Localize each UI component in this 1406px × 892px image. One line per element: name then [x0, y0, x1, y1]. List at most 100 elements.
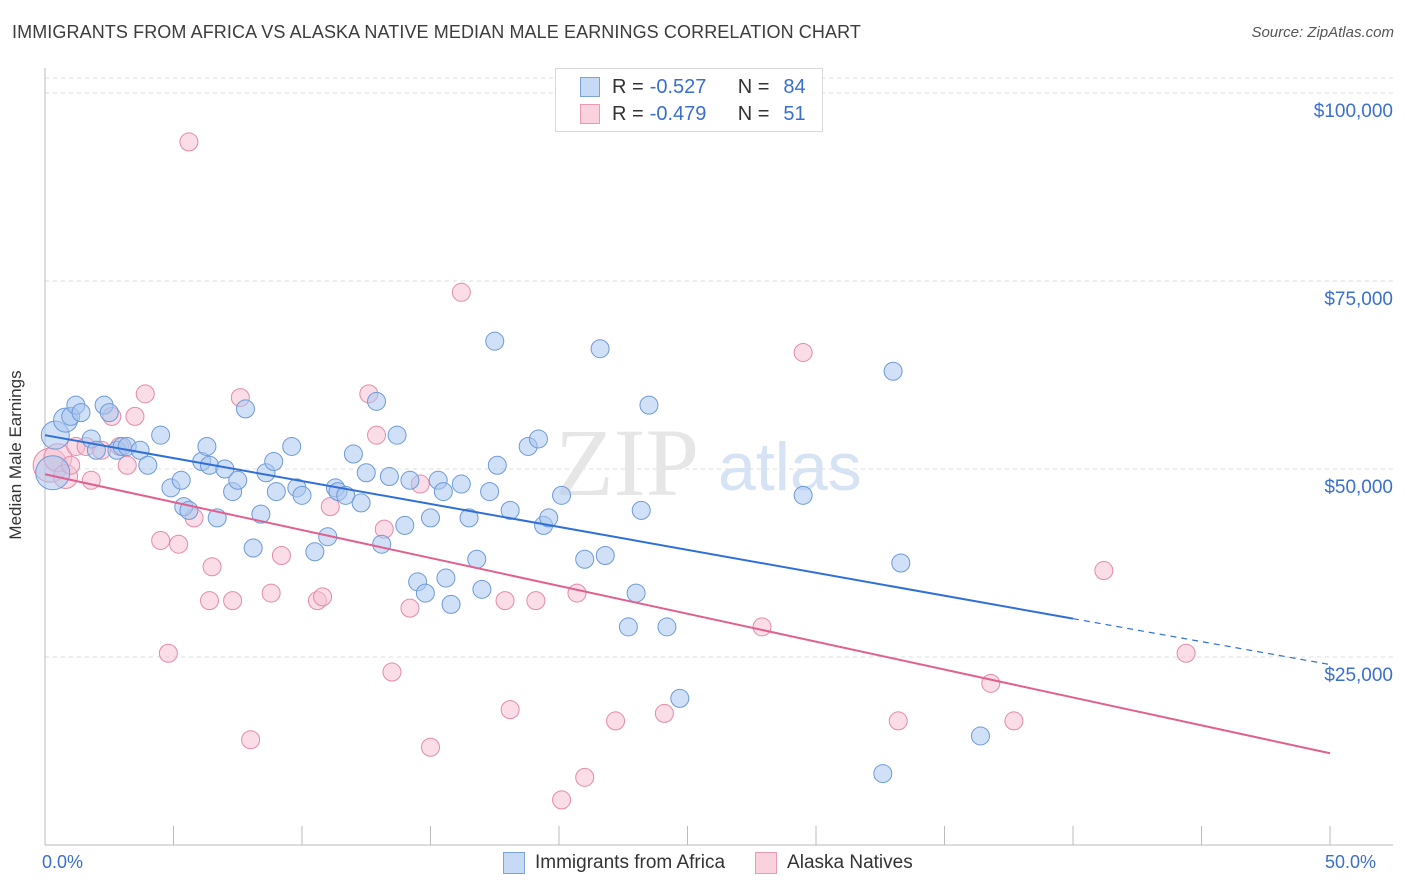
data-point [35, 455, 71, 491]
data-point [320, 497, 340, 517]
data-point [305, 542, 325, 562]
data-point [261, 583, 281, 603]
data-point [135, 384, 155, 404]
data-point [433, 482, 453, 502]
legend-swatch-pink [580, 104, 600, 124]
data-point [752, 617, 772, 637]
chart-title: IMMIGRANTS FROM AFRICA VS ALASKA NATIVE … [12, 22, 861, 42]
data-point [526, 591, 546, 611]
data-point [151, 530, 171, 550]
trend-line-africa [44, 434, 1074, 620]
data-point [657, 617, 677, 637]
y-tick-labels: $25,000 $50,000 $75,000 $100,000 [1314, 101, 1393, 686]
correlation-legend: R = -0.527 N = 84 R = -0.479 N = 51 [555, 68, 823, 132]
data-point [793, 485, 813, 505]
data-point [487, 455, 507, 475]
legend-row-africa: R = -0.527 N = 84 [580, 75, 806, 99]
data-point [367, 425, 387, 445]
legend-r-value: -0.479 [649, 102, 707, 125]
data-point [199, 591, 219, 611]
data-point [251, 504, 271, 524]
data-point [590, 339, 610, 359]
data-point [472, 579, 492, 599]
data-point [202, 557, 222, 577]
y-axis-title-wrap: Median Male Earnings [6, 370, 26, 539]
data-point [500, 700, 520, 720]
data-point [125, 406, 145, 426]
trend-lines [44, 434, 1331, 755]
legend-r-value: -0.527 [649, 75, 707, 98]
data-point [421, 737, 440, 757]
data-point [1094, 561, 1114, 581]
data-point [480, 482, 500, 502]
data-point [626, 583, 646, 603]
legend-swatch-blue [503, 852, 525, 874]
data-point [793, 342, 813, 362]
data-point [459, 508, 479, 528]
data-point [500, 500, 520, 520]
data-point [395, 515, 415, 535]
data-point [336, 485, 356, 505]
data-point [71, 403, 91, 423]
data-point [552, 485, 572, 505]
data-point [1176, 643, 1196, 663]
data-point [271, 545, 291, 565]
x-tick-label-min: 0.0% [42, 852, 84, 872]
y-tick-label: $75,000 [1324, 289, 1393, 310]
data-point [169, 534, 189, 554]
data-point [606, 711, 626, 731]
legend-label-alaska: Alaska Natives [787, 852, 913, 873]
series-legend: Immigrants from Africa Alaska Natives [503, 852, 943, 874]
data-point [343, 444, 363, 464]
legend-item-africa[interactable]: Immigrants from Africa [503, 852, 725, 874]
data-point [179, 132, 199, 152]
data-point [981, 673, 1001, 693]
data-point [421, 508, 440, 528]
data-point [379, 467, 399, 487]
data-point [575, 549, 595, 569]
y-tick-label: $50,000 [1324, 477, 1393, 498]
data-point [539, 508, 559, 528]
legend-label-africa: Immigrants from Africa [535, 852, 726, 873]
data-point [197, 436, 217, 456]
data-point [639, 395, 659, 415]
data-point [441, 594, 461, 614]
legend-n-label: N = [737, 75, 770, 98]
data-point [415, 583, 435, 603]
legend-row-alaska: R = -0.479 N = 51 [580, 102, 806, 126]
x-tick-label-max: 50.0% [1325, 852, 1377, 872]
data-point [223, 591, 243, 611]
data-point [387, 425, 407, 445]
data-point [451, 474, 471, 494]
data-point [670, 688, 690, 708]
legend-n-label: N = [737, 102, 770, 125]
data-point [883, 361, 903, 381]
grid-lines [45, 77, 1393, 658]
legend-item-alaska[interactable]: Alaska Natives [755, 852, 913, 874]
data-point [436, 568, 456, 588]
trend-line-alaska [44, 473, 1331, 755]
legend-r-label: R = [612, 75, 644, 98]
data-point [400, 470, 420, 490]
legend-n-value: 51 [783, 102, 806, 125]
trend-line-africa-extension [1072, 618, 1331, 666]
data-point [292, 485, 312, 505]
data-point [138, 455, 158, 475]
watermark-atlas: atlas [718, 429, 862, 505]
data-point [528, 429, 548, 449]
data-point [575, 767, 595, 787]
data-point [158, 643, 178, 663]
data-point [631, 500, 651, 520]
legend-swatch-pink [755, 852, 778, 874]
data-point [235, 399, 255, 419]
data-point [888, 711, 908, 731]
y-tick-label: $25,000 [1324, 665, 1393, 686]
data-point [485, 331, 505, 351]
data-point [552, 790, 572, 810]
data-point [351, 493, 371, 513]
watermark-zip: ZIP [555, 409, 699, 516]
data-point [367, 391, 387, 411]
y-tick-label: $100,000 [1314, 101, 1393, 122]
series-immigrants-africa-points [35, 331, 990, 784]
